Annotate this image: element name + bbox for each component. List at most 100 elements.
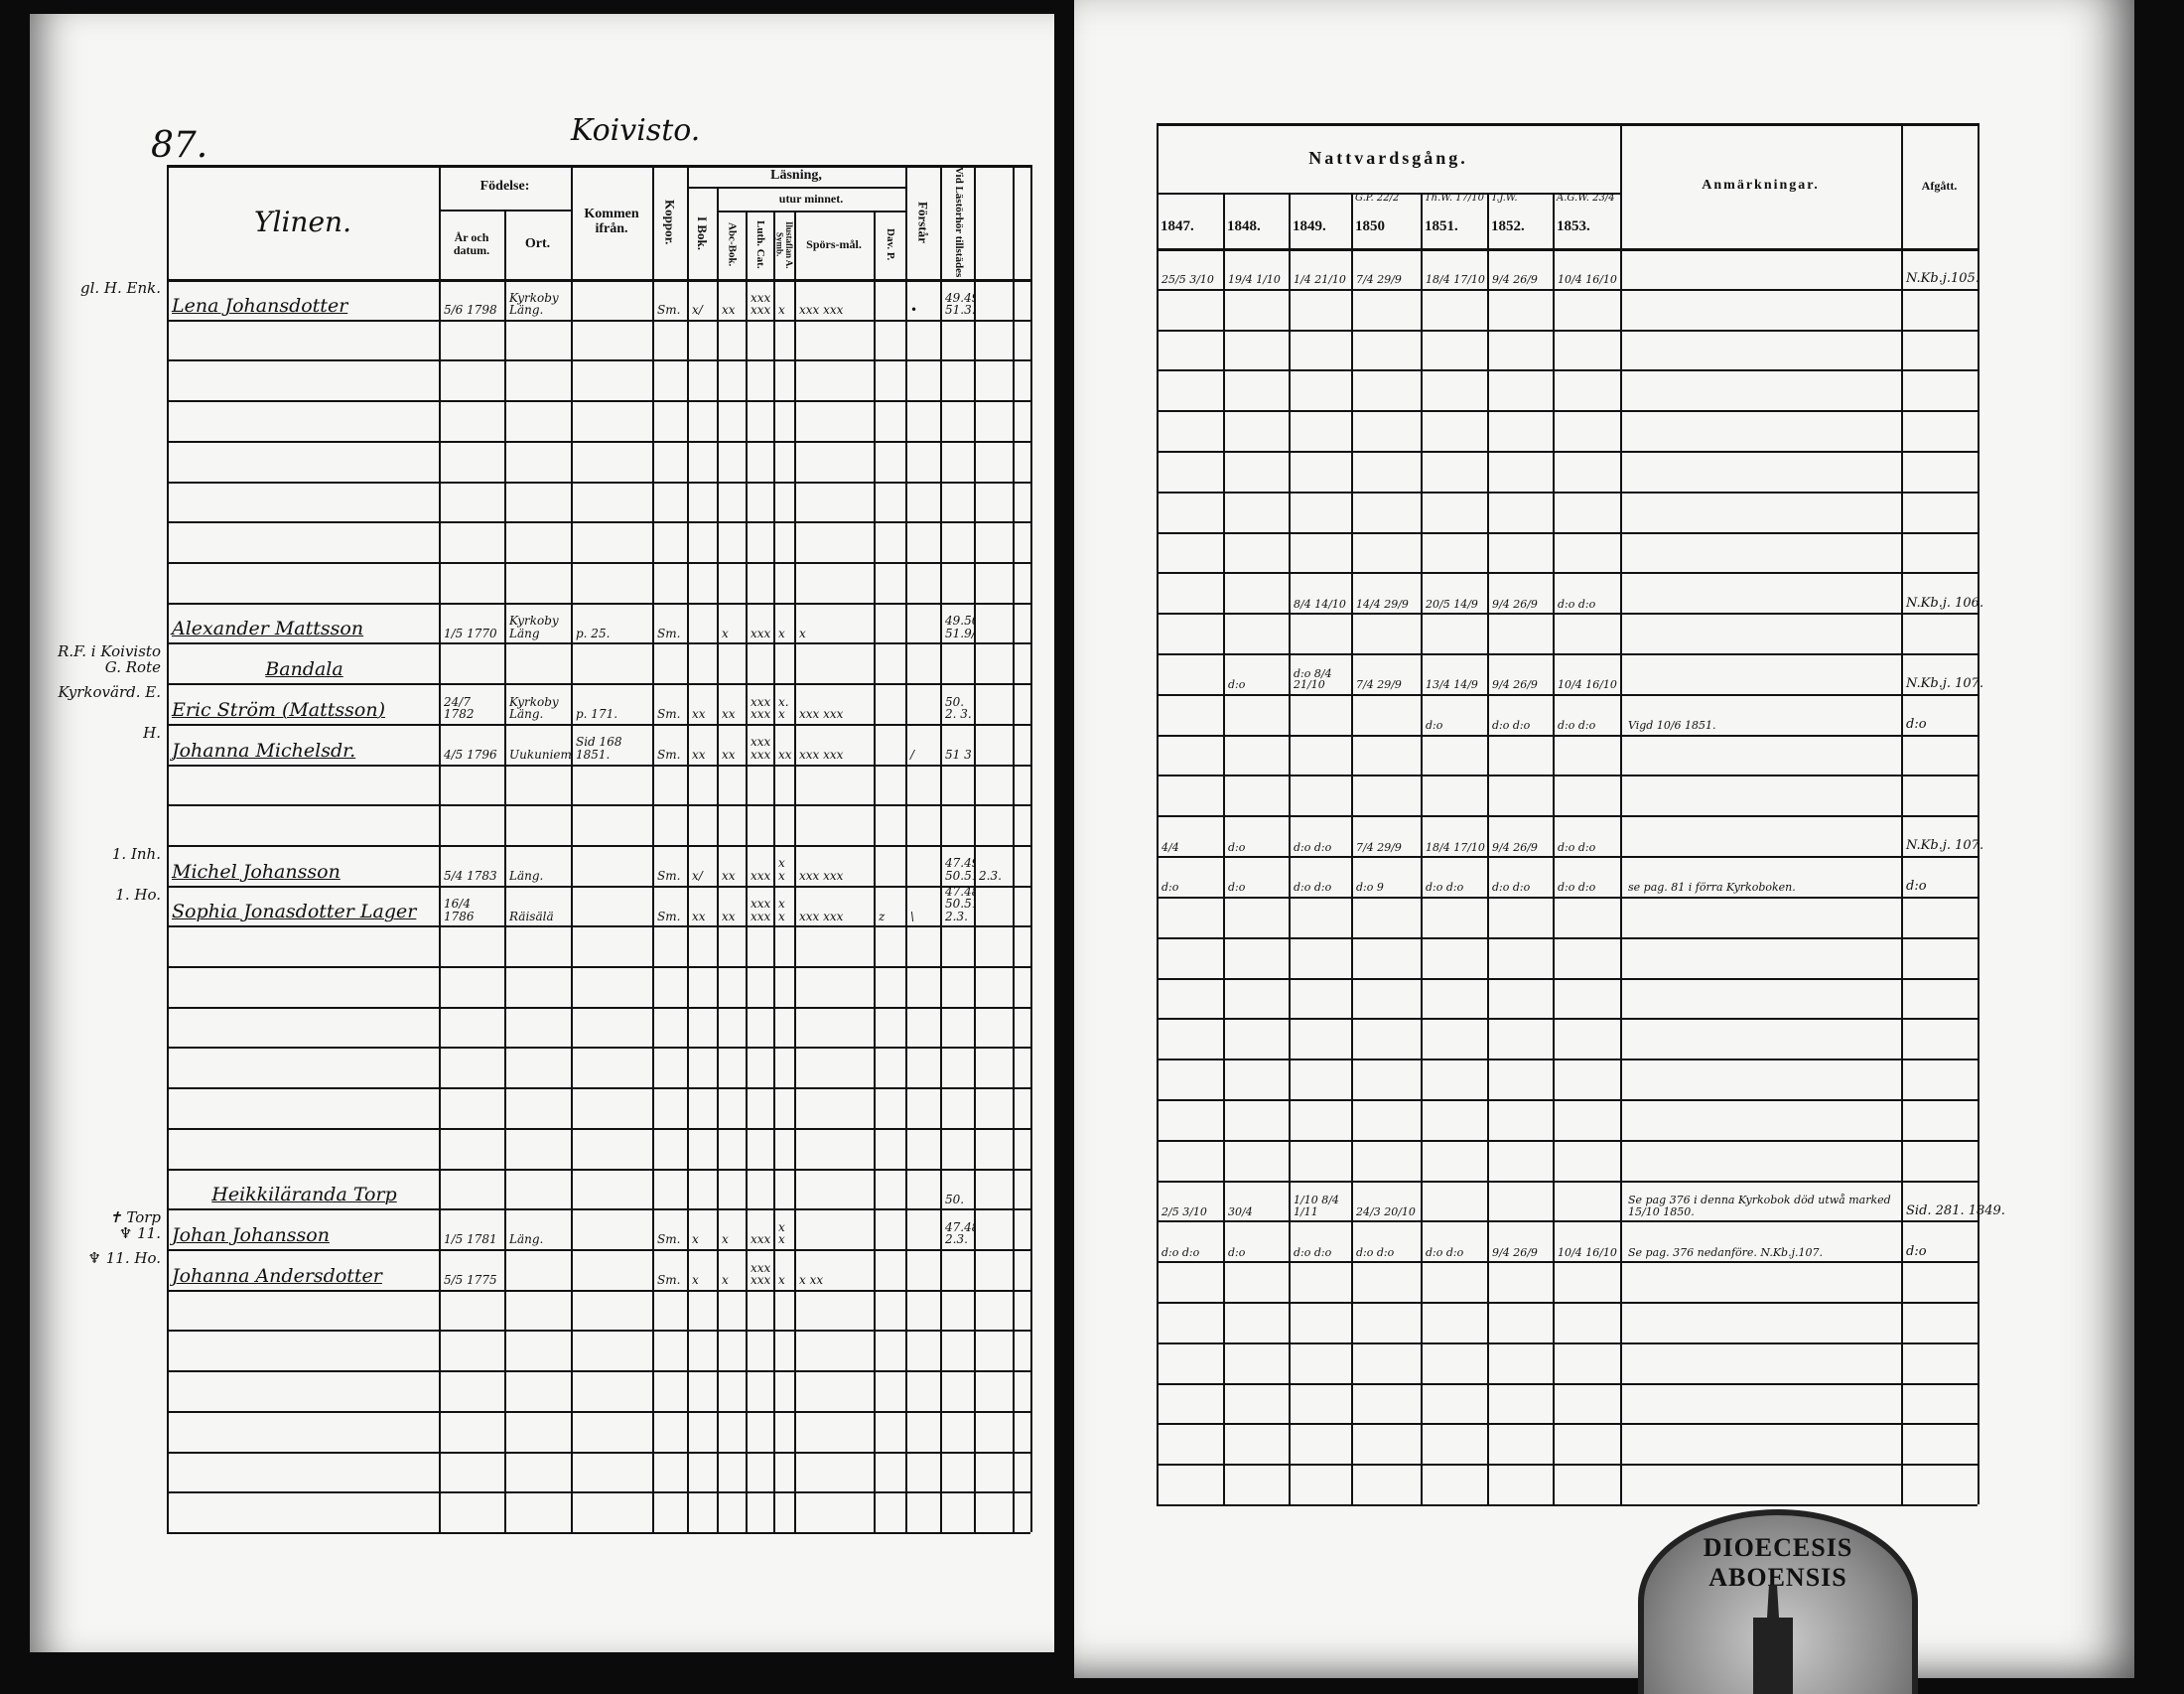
cell-ilust (776, 642, 794, 683)
row-rule (167, 359, 1030, 362)
cell-koppor: Sm. (657, 303, 681, 318)
row-rule (167, 1208, 1030, 1211)
header-rule (1157, 123, 1159, 248)
cell-koppor (655, 642, 687, 683)
table-row: Eric Ström (Mattsson) 24/7 1782 Kyrkoby Lä… (167, 683, 1030, 724)
cell-extra (977, 1208, 1013, 1249)
table-row: Johanna Andersdotter 5/5 1775 Sm. x x xxx xxx… (167, 1249, 1030, 1290)
cell-koppor: Sm. (657, 869, 681, 884)
cell-luth: xxx xxx (751, 694, 771, 722)
year-note: Th.W. 17/10 (1425, 193, 1484, 204)
cell-ort (507, 642, 571, 683)
cell-vid: 47.48. 2.3. (945, 1219, 974, 1247)
row-rule (167, 319, 1030, 322)
row-rule (167, 925, 1030, 928)
header-luth: Luth. Cat. (753, 220, 766, 269)
row-rule (167, 279, 1030, 282)
row-rule (167, 1491, 1030, 1494)
row-rule (1157, 1301, 1978, 1304)
cell-from (574, 845, 652, 886)
margin-note: Kyrkovärd. E. (58, 683, 161, 702)
communion-date: d:o d:o (1558, 719, 1596, 733)
cell-koppor: Sm. (657, 747, 681, 762)
row-rule (1157, 977, 1978, 980)
table-row: Michel Johansson 5/4 1783 Läng. Sm. x/xx xxx x… (167, 845, 1030, 886)
cell-dav (877, 1249, 905, 1290)
cell-from (574, 279, 652, 320)
remark (1626, 248, 1899, 289)
column-rule (905, 279, 907, 1532)
communion-date: 4/4 (1161, 840, 1179, 854)
cell-extra (977, 1169, 1013, 1209)
row-rule (1157, 1341, 1978, 1344)
cell-luth: xxx xxx (751, 735, 771, 762)
column-rule (794, 279, 796, 1532)
cell-koppor (655, 1169, 687, 1209)
cell-luth: xxx xxx (751, 1260, 771, 1288)
right-table-body: 25/5 3/10 19/4 1/10 1/4 21/10 7/4 29/9 18/4 … (1157, 248, 2005, 1506)
remark: Vigd 10/6 1851. (1628, 719, 1716, 733)
communion-date (1490, 1181, 1553, 1221)
row-rule (1157, 451, 1978, 454)
cell-spors: xxx xxx (799, 869, 844, 884)
communion-date (1354, 694, 1421, 735)
cell-abc: xx (722, 747, 736, 762)
communion-date: d:o d:o (1558, 840, 1596, 854)
row-rule (1157, 248, 1978, 251)
cell-ilust: x (778, 626, 785, 640)
communion-date (1160, 653, 1223, 694)
row-rule (167, 1047, 1030, 1050)
header-birth-place: Ort. (524, 235, 551, 251)
header-rule (746, 211, 748, 279)
table-row: d:o d:o d:o d:o d:o d:o d:o d:o d:o 9/4 26/9 1… (1157, 1220, 1978, 1261)
cell-ibok: x/ (692, 303, 703, 318)
year-header: T.J.W. 1852. (1487, 193, 1553, 248)
communion-date: d:o d:o (1294, 840, 1332, 854)
cell-name: Johanna Michelsdr. (172, 739, 356, 762)
left-page: 87. Koivisto. (30, 14, 1054, 1652)
year-label: 1849. (1293, 218, 1326, 234)
row-rule (1157, 1382, 1978, 1385)
remark (1626, 653, 1899, 694)
cell-extra (977, 279, 1013, 320)
header-rule (167, 165, 169, 279)
communion-date (1226, 572, 1289, 613)
communion-date: 1/10 8/4 1/11 (1294, 1194, 1339, 1218)
cell-name: Johan Johansson (172, 1224, 330, 1247)
diocese-stamp: DIOECESIS ABOENSIS (1638, 1509, 1918, 1694)
cell-ibok (690, 603, 717, 643)
cell-spors (797, 1208, 874, 1249)
cell-spors: x xx (799, 1273, 824, 1288)
communion-date: 10/4 16/10 (1558, 1245, 1617, 1259)
cell-abc: xx (722, 303, 736, 318)
departed: N.Kb.j. 107. (1906, 838, 1984, 854)
communion-date: d:o d:o (1426, 1245, 1464, 1259)
row-rule (167, 561, 1030, 564)
table-row: 2/5 3/10 30/4 1/10 8/4 1/11 24/3 20/10 Se pa… (1157, 1181, 2005, 1221)
cell-extra (977, 886, 1013, 926)
header-rule (687, 187, 905, 189)
column-rule (439, 279, 441, 1532)
cell-dav: z (879, 909, 886, 923)
cell-spors (797, 1169, 874, 1209)
row-rule (167, 521, 1030, 524)
cell-ilust: x (778, 303, 785, 318)
row-rule (1157, 693, 1978, 696)
row-rule (167, 1168, 1030, 1171)
communion-date: d:o d:o (1558, 881, 1596, 895)
header-name: Ylinen. (254, 205, 351, 238)
cell-abc: x (722, 1232, 729, 1247)
header-rule (874, 211, 876, 279)
row-rule (167, 1249, 1030, 1252)
column-rule (652, 279, 654, 1532)
column-rule (1487, 248, 1489, 1504)
departed: d:o (1906, 879, 1927, 895)
cell-dav (877, 724, 905, 765)
header-rule (1013, 165, 1015, 279)
header-dav: Dav. P. (884, 228, 896, 261)
header-rule (1351, 193, 1353, 248)
cell-spors: xxx xxx (799, 707, 844, 722)
right-table-header: Nattvardsgång. 1847. 1848. 1849. G.P. 22/2 1… (1157, 123, 1979, 248)
row-rule (1157, 1059, 1978, 1061)
column-rule (571, 279, 573, 1532)
